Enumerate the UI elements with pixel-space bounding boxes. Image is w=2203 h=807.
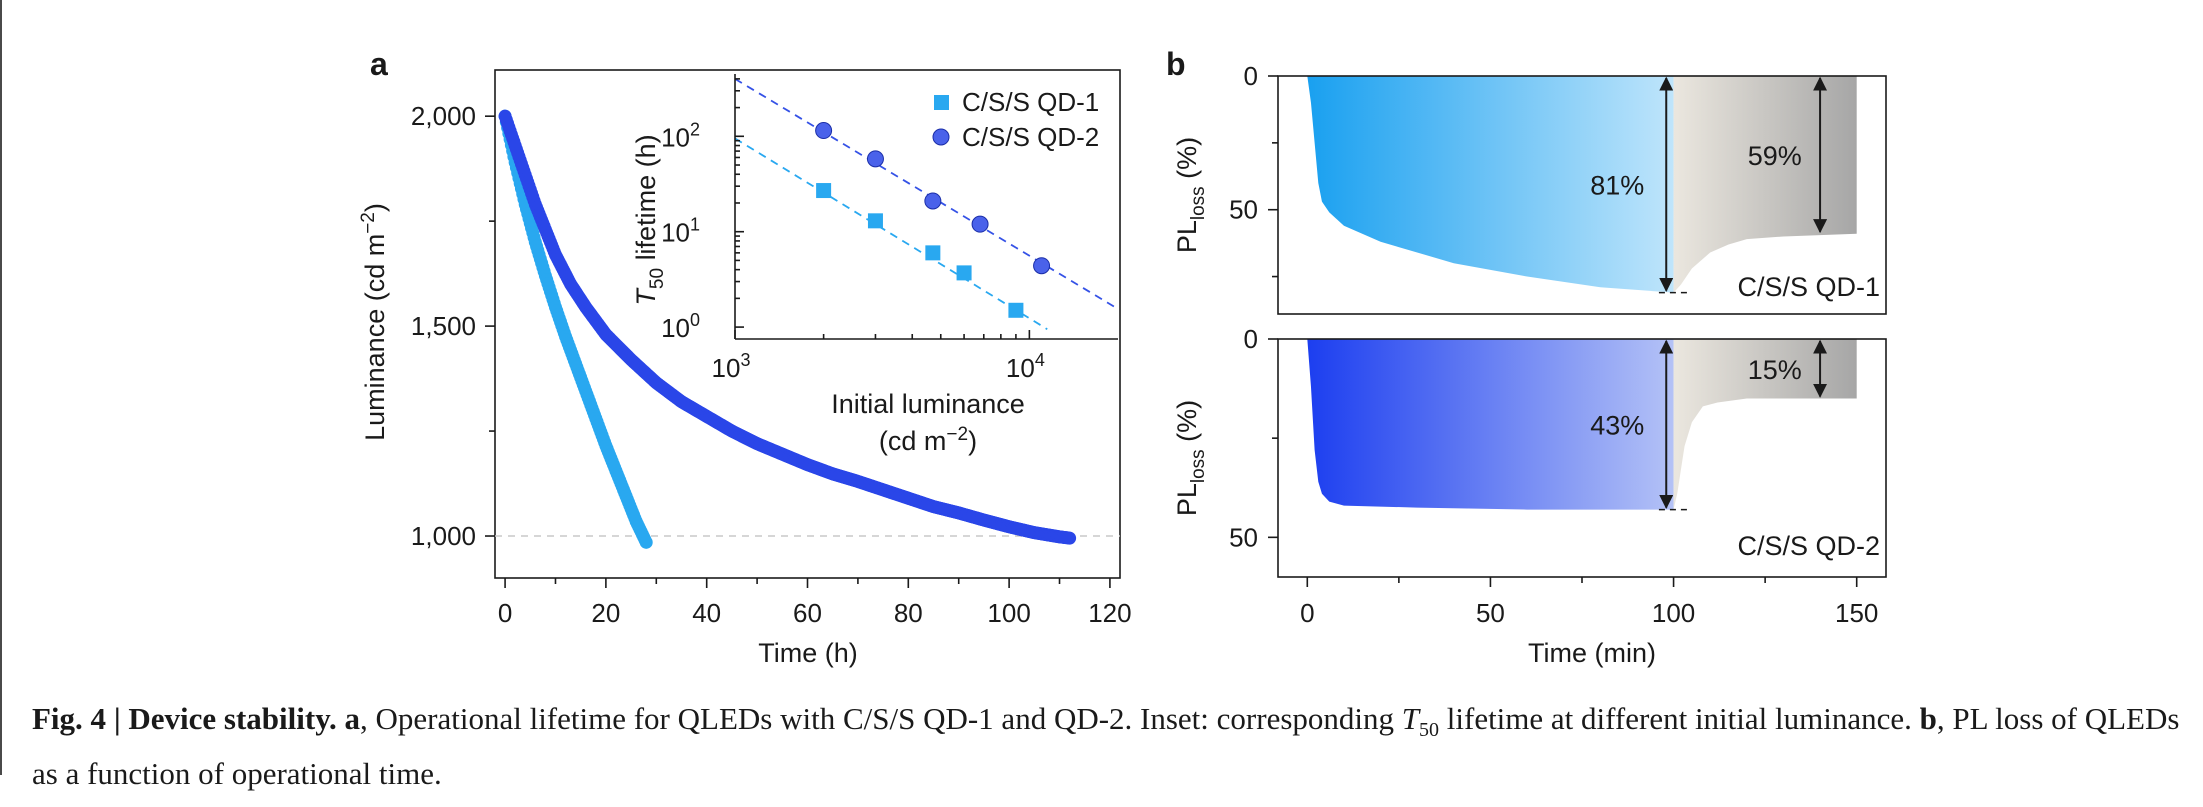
panel-b-top-y-ticks: 0 50 [1229, 61, 1278, 278]
panel-b-bottom-x-ticks: 0 50 100 150 [1300, 577, 1878, 628]
caption-fig-label: Fig. 4 [32, 701, 107, 736]
qd2-recovery-area [1673, 339, 1857, 510]
x-tick-label: 100 [1652, 598, 1695, 628]
legend-qd1-label: C/S/S QD-1 [962, 87, 1099, 117]
qd1-pl-loss-area [1307, 76, 1674, 293]
inset-point [956, 265, 972, 281]
panel-b-top-plot: 81% 59% 0 50 C/S/S QD-1 PLloss (%) [1172, 61, 1887, 315]
inset-x-axis-label: Initial luminance [831, 389, 1025, 419]
inset-y-ticks: 100 101 102 [661, 78, 744, 343]
panel-b-bottom-plot: 43% 15% 0 50 0 50 100 150 C/S/S QD-2 Time (m… [1172, 324, 1887, 668]
qd2-pl-loss-area [1307, 339, 1674, 510]
panel-b-top-y-axis-label: PLloss (%) [1172, 137, 1209, 253]
panel-b-bottom-y-ticks: 0 50 [1229, 324, 1278, 552]
inset-plot: 103 104 100 101 102 C/S/S QD-1 C/S/S QD-2 I… [631, 74, 1119, 456]
y-tick-label: 50 [1229, 195, 1258, 225]
x-tick-label: 80 [894, 598, 923, 628]
qd1-residual-label: 59% [1748, 141, 1802, 171]
qd1-recovery-area [1673, 76, 1857, 293]
inset-y-axis-label: T50 lifetime (h) [631, 134, 668, 305]
inset-x-tick-label: 103 [712, 350, 751, 383]
x-tick-label: 0 [498, 598, 512, 628]
inset-y-tick-label: 100 [661, 310, 700, 343]
panel-b-bottom-y-axis-label: PLloss (%) [1172, 400, 1209, 516]
panel-a-y-ticks: 1,000 1,500 2,000 [411, 101, 495, 551]
inset-point [866, 150, 884, 168]
figure-caption: Fig. 4 | Device stability. a, Operationa… [32, 697, 2182, 796]
left-margin-rule [0, 0, 2, 775]
qd2-residual-label: 15% [1748, 355, 1802, 385]
fit-line [734, 78, 1119, 310]
series-qd2 [498, 109, 1077, 545]
caption-b-text: , PL loss of QLEDs as a function of oper… [32, 701, 2180, 792]
x-tick-label: 20 [591, 598, 620, 628]
inset-point [1008, 302, 1024, 318]
y-tick-label: 50 [1229, 522, 1258, 552]
x-tick-label: 150 [1835, 598, 1878, 628]
legend-qd2-marker [932, 128, 950, 146]
y-tick-label: 2,000 [411, 101, 476, 131]
panel-a-x-ticks: 0 20 40 60 80 100 120 [498, 578, 1132, 628]
series-point [639, 535, 653, 549]
inset-point [924, 192, 942, 210]
panel-a-y-axis-label: Luminance (cd m−2) [358, 203, 390, 441]
inset-point [925, 245, 941, 261]
legend-qd2-label: C/S/S QD-2 [962, 122, 1099, 152]
panel-a-letter: a [370, 46, 388, 82]
y-tick-label: 0 [1244, 324, 1258, 354]
x-tick-label: 40 [692, 598, 721, 628]
panel-a-x-axis-label: Time (h) [758, 638, 858, 668]
y-tick-label: 0 [1244, 61, 1258, 91]
panel-b-top-series-label: C/S/S QD-1 [1737, 272, 1880, 302]
series-point [1063, 531, 1077, 545]
panel-b-letter: b [1166, 46, 1186, 82]
figure: a 0 20 40 60 80 100 120 1,000 1,500 2,000 Time (… [358, 46, 1887, 668]
caption-b-letter: b [1919, 701, 1937, 736]
x-tick-label: 0 [1300, 598, 1314, 628]
panel-b-bottom-series-label: C/S/S QD-2 [1737, 531, 1880, 561]
inset-point [815, 122, 833, 140]
caption-t-sub: 50 [1419, 719, 1440, 742]
inset-fit-lines [734, 78, 1119, 330]
x-tick-label: 100 [987, 598, 1030, 628]
x-tick-label: 60 [793, 598, 822, 628]
y-tick-label: 1,500 [411, 311, 476, 341]
caption-t-italic: T [1401, 701, 1420, 736]
inset-x-axis-unit: (cd m−2) [879, 424, 977, 456]
inset-data-points [815, 122, 1051, 318]
panel-b-top-frame [1277, 75, 1887, 315]
x-tick-label: 120 [1088, 598, 1131, 628]
caption-a-text: , Operational lifetime for QLEDs with C/… [360, 701, 1402, 736]
inset-y-tick-label: 101 [661, 215, 700, 248]
panel-b-x-axis-label: Time (min) [1528, 638, 1656, 668]
inset-x-tick-label: 104 [1006, 350, 1045, 383]
legend-qd1-marker [934, 95, 949, 110]
inset-point [867, 213, 883, 229]
caption-a-letter: a [344, 701, 361, 736]
fit-line [734, 137, 1048, 330]
caption-separator: | [106, 701, 129, 736]
qd1-loss-label: 81% [1590, 170, 1644, 200]
inset-y-tick-label: 102 [661, 119, 700, 152]
panel-a-plot: 0 20 40 60 80 100 120 1,000 1,500 2,000 Time (h)… [358, 69, 1132, 668]
qd2-loss-label: 43% [1590, 410, 1644, 440]
y-tick-label: 1,000 [411, 521, 476, 551]
inset-point [1033, 257, 1051, 275]
inset-point [971, 215, 989, 233]
inset-point [816, 183, 832, 199]
caption-title: Device stability. [128, 701, 337, 736]
x-tick-label: 50 [1476, 598, 1505, 628]
caption-a-text-2: lifetime at different initial luminance. [1439, 701, 1920, 736]
